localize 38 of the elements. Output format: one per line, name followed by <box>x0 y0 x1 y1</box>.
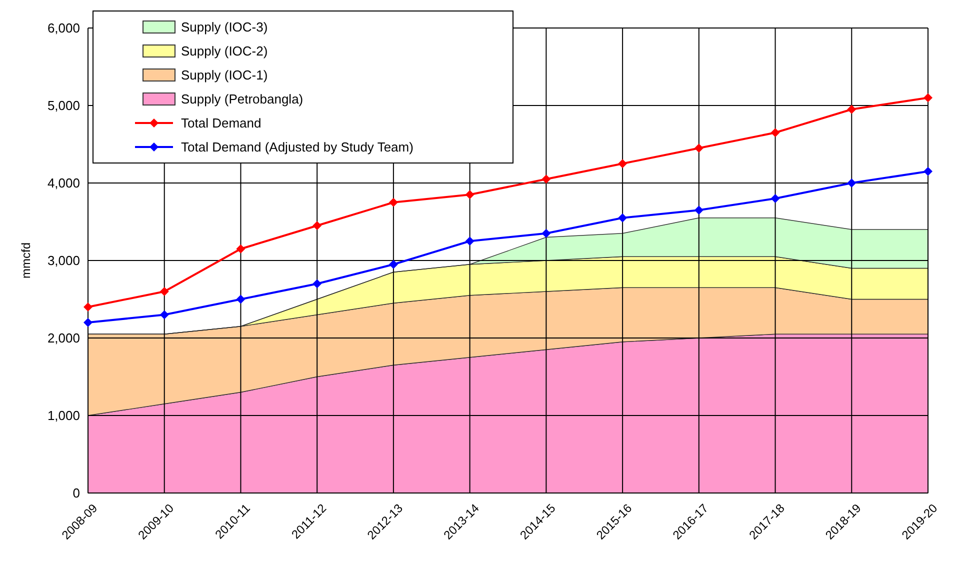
legend-label: Supply (IOC-3) <box>181 20 268 35</box>
point <box>770 194 780 203</box>
y-tick-label: 3,000 <box>47 253 80 268</box>
y-tick-label: 2,000 <box>47 330 80 346</box>
point <box>542 174 551 184</box>
y-axis-title: mmcfd <box>19 242 33 278</box>
legend-label: Supply (Petrobangla) <box>181 92 304 107</box>
point <box>84 318 92 327</box>
point <box>84 302 92 312</box>
point <box>924 93 932 102</box>
point <box>160 287 169 296</box>
point <box>694 206 704 215</box>
point <box>847 178 856 188</box>
legend-label: Supply (IOC-2) <box>181 44 268 59</box>
point <box>388 198 398 207</box>
legend-label: Supply (IOC-1) <box>181 68 268 83</box>
point <box>770 128 780 138</box>
y-tick-label: 4,000 <box>47 176 80 191</box>
point <box>312 279 322 288</box>
y-tick-label: 6,000 <box>47 20 80 36</box>
legend-label: Total Demand <box>181 116 262 131</box>
point <box>388 260 398 269</box>
point <box>694 144 704 153</box>
point <box>236 294 246 304</box>
point <box>618 159 628 168</box>
y-tick-label: 0 <box>72 486 80 501</box>
point <box>847 104 856 114</box>
point <box>542 228 551 238</box>
point <box>160 310 169 320</box>
point <box>618 213 628 222</box>
point <box>236 244 246 254</box>
point <box>924 166 932 176</box>
point <box>312 221 322 230</box>
y-tick-label: 1,000 <box>47 408 80 424</box>
y-tick-label: 5,000 <box>47 98 80 114</box>
point <box>465 236 474 246</box>
point <box>465 190 474 200</box>
legend-label: Total Demand (Adjusted by Study Team) <box>181 140 414 155</box>
